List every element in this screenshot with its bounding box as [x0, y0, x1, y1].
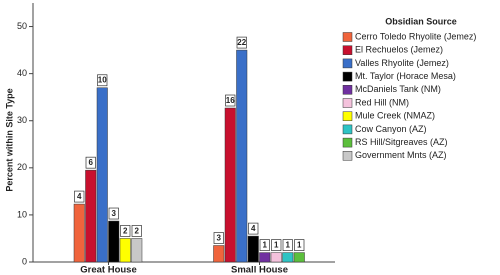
bar [270, 252, 282, 263]
bar [293, 252, 305, 263]
count-box [248, 222, 259, 235]
legend-label: RS Hill/Sitgreaves (AZ) [355, 137, 448, 147]
count-label: 10 [98, 76, 107, 85]
count-label: 2 [123, 226, 128, 235]
count-box [97, 74, 108, 87]
count-label: 6 [89, 158, 94, 167]
count-box [108, 207, 119, 220]
bar [96, 87, 108, 263]
legend-label: El Rechuelos (Jemez) [355, 45, 443, 55]
count-label: 4 [77, 192, 82, 201]
bar [224, 107, 236, 263]
count-label: 1 [274, 240, 279, 249]
y-tick-label: 0 [22, 256, 27, 266]
y-tick-label: 50 [17, 21, 27, 31]
y-tick-label: 40 [17, 68, 27, 78]
legend-swatch [342, 98, 353, 108]
count-box [282, 239, 293, 251]
legend-label: Valles Rhyolite (Jemez) [355, 58, 449, 68]
bar [73, 203, 85, 263]
y-tick-label: 20 [17, 162, 27, 172]
count-box [271, 239, 282, 251]
legend-swatch [342, 58, 353, 69]
legend-swatch [342, 71, 353, 82]
legend-swatch [342, 151, 353, 161]
bar [119, 238, 131, 263]
legend-label: Cerro Toledo Rhyolite (Jemez) [355, 31, 476, 41]
bar [108, 220, 120, 263]
legend-swatch [342, 32, 353, 42]
count-box [294, 239, 305, 251]
y-tick-label: 30 [17, 115, 27, 125]
count-label: 16 [226, 96, 235, 105]
legend-title: Obsidian Source [385, 16, 457, 26]
count-box [236, 36, 247, 49]
count-box [131, 225, 142, 237]
x-tick-label: Great House [80, 265, 137, 275]
count-label: 3 [112, 209, 117, 218]
bar [236, 49, 248, 263]
legend-label: Cow Canyon (AZ) [355, 124, 427, 134]
legend-swatch [342, 137, 353, 148]
count-label: 1 [297, 240, 302, 249]
bar [282, 252, 294, 263]
count-box [85, 156, 96, 169]
bar [247, 235, 259, 263]
count-box [259, 239, 270, 251]
count-label: 1 [286, 240, 291, 249]
bar [85, 169, 97, 263]
legend-label: Mule Creek (NMAZ) [355, 111, 435, 121]
count-box [120, 225, 131, 237]
bar [259, 252, 271, 263]
count-box [213, 232, 224, 244]
legend-label: Red Hill (NM) [355, 97, 409, 107]
count-label: 1 [263, 240, 268, 249]
legend-swatch [342, 111, 353, 121]
legend-swatch [342, 85, 353, 95]
legend-swatch [342, 124, 353, 135]
y-axis-label: Percent within Site Type [4, 88, 14, 191]
y-tick-label: 10 [17, 209, 27, 219]
bar [213, 245, 225, 263]
count-label: 2 [135, 226, 140, 235]
x-tick-label: Small House [231, 265, 288, 275]
count-label: 3 [217, 233, 222, 242]
count-box [225, 94, 236, 107]
count-label: 22 [237, 38, 246, 47]
count-box [74, 190, 85, 203]
bar [131, 238, 143, 263]
legend-swatch [342, 45, 353, 55]
legend-label: Mt. Taylor (Horace Mesa) [355, 71, 456, 81]
legend-label: McDaniels Tank (NM) [355, 84, 441, 94]
count-label: 4 [251, 224, 256, 233]
legend-label: Government Mnts (AZ) [355, 150, 447, 160]
